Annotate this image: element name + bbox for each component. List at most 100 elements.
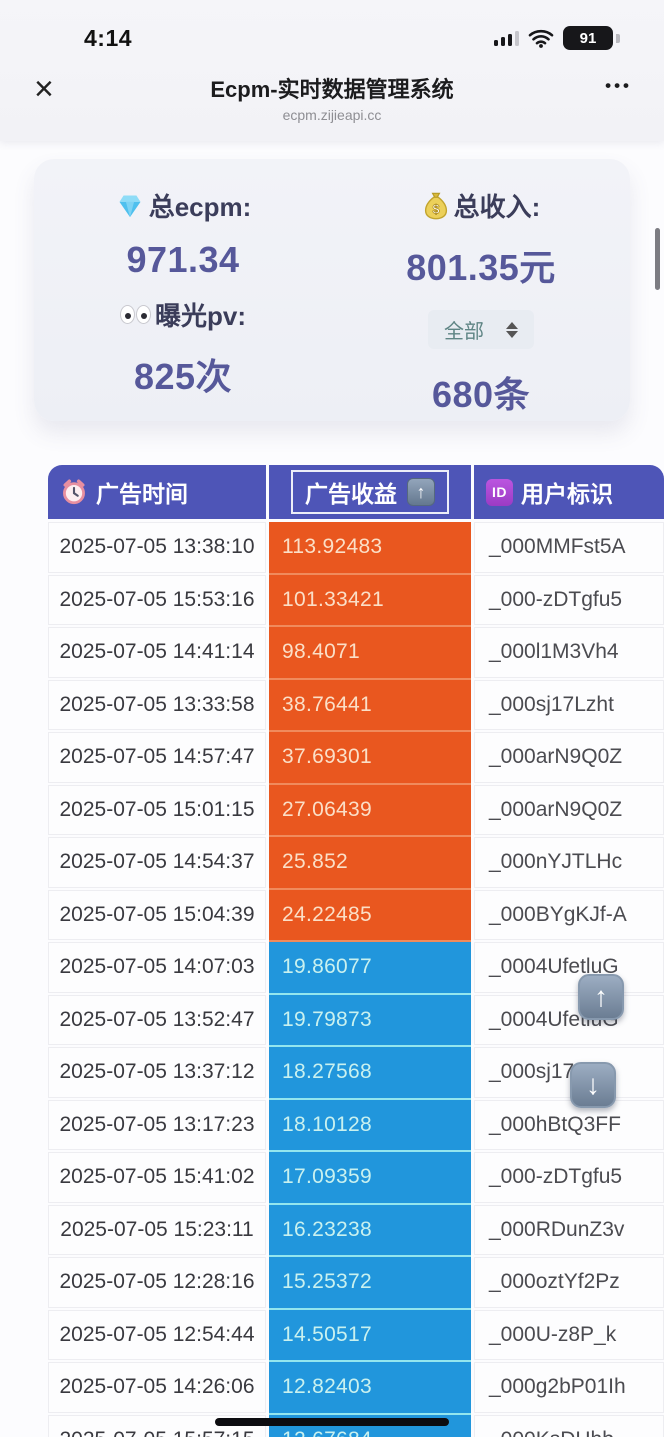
ad-time-cell: 2025-07-05 14:57:47 [48,732,266,783]
user-id-cell: _000hBtQ3FF [474,1099,664,1150]
table-header: 广告时间 广告收益 ↑ ID 用户标识 [48,465,664,519]
page-subtitle: ecpm.zijieapi.cc [282,107,382,123]
total-income-label-row: $ 总收入: [422,187,541,224]
id-badge-icon: ID [486,478,513,506]
ad-time-cell: 2025-07-05 15:41:02 [48,1152,266,1203]
header-ad-time: 广告时间 [48,465,266,519]
ad-time-cell: 2025-07-05 14:26:06 [48,1362,266,1413]
alarm-clock-icon [60,478,88,506]
header-ad-time-label: 广告时间 [96,481,188,507]
ad-revenue-cell: 17.09359 [269,1152,471,1204]
data-table: 广告时间 广告收益 ↑ ID 用户标识 2025-07-05 13:38:10 … [48,465,664,1437]
ad-revenue-cell: 37.69301 [269,732,471,784]
user-id-cell: _000arN9Q0Z [474,732,664,783]
ad-revenue-cell: 12.82403 [269,1362,471,1414]
record-count-value: 680条 [431,374,531,415]
ad-time-cell: 2025-07-05 12:28:16 [48,1257,266,1308]
status-bar: 4:14 91 [0,0,664,58]
scroll-to-top-button[interactable]: ↑ [578,974,624,1020]
filter-dropdown[interactable]: 全部 [428,310,534,349]
svg-text:$: $ [432,202,439,216]
user-id-cell: _000sj17Lzht [474,1047,664,1098]
user-id-cell: _000-zDTgfu5 [474,1152,664,1203]
table-row: 2025-07-05 15:41:02 17.09359 _000-zDTgfu… [48,1152,664,1204]
filter-dropdown-value: 全部 [444,321,484,343]
total-income-label: 总收入: [453,192,541,222]
ad-time-cell: 2025-07-05 13:52:47 [48,994,266,1045]
ad-time-cell: 2025-07-05 15:53:16 [48,574,266,625]
user-id-cell: _000BYgKJf-A [474,889,664,940]
table-row: 2025-07-05 14:26:06 12.82403 _000g2bP01I… [48,1362,664,1414]
ad-time-cell: 2025-07-05 15:23:11 [48,1204,266,1255]
ad-revenue-cell: 14.50517 [269,1309,471,1362]
user-id-cell: _000U-z8P_k [474,1309,664,1360]
ad-revenue-cell: 16.23238 [269,1204,471,1257]
ad-time-cell: 2025-07-05 14:41:14 [48,627,266,678]
user-id-cell: _000RDunZ3v [474,1204,664,1255]
user-id-cell: _000KsDHhb [474,1414,664,1437]
ad-revenue-cell: 101.33421 [269,574,471,627]
header-user-id-label: 用户标识 [521,481,613,507]
user-id-cell: _0004UfetluG [474,942,664,993]
table-row: 2025-07-05 14:54:37 25.852 _000nYJTLHc [48,837,664,889]
table-row: 2025-07-05 14:41:14 98.4071 _000l1M3Vh4 [48,627,664,679]
ad-revenue-cell: 24.22485 [269,889,471,942]
cellular-signal-icon [493,30,519,46]
table-row: 2025-07-05 15:04:39 24.22485 _000BYgKJf-… [48,889,664,942]
table-row: 2025-07-05 14:07:03 19.86077 _0004Ufetlu… [48,942,664,994]
table-row: 2025-07-05 12:28:16 15.25372 _000oztYf2P… [48,1257,664,1309]
ad-revenue-cell: 19.79873 [269,994,471,1047]
ad-revenue-cell: 113.92483 [269,522,471,574]
ad-revenue-cell: 98.4071 [269,627,471,679]
table-row: 2025-07-05 15:23:11 16.23238 _000RDunZ3v [48,1204,664,1257]
table-row: 2025-07-05 12:54:44 14.50517 _000U-z8P_k [48,1309,664,1362]
sort-by-revenue-button[interactable]: 广告收益 ↑ [291,470,449,514]
ad-revenue-cell: 38.76441 [269,679,471,732]
stats-card: 总ecpm: 971.34 曝光pv: 825次 $ 总收入: 80 [34,159,630,421]
ad-time-cell: 2025-07-05 13:37:12 [48,1047,266,1098]
user-id-cell: _0004UfetluG [474,994,664,1045]
user-id-cell: _000l1M3Vh4 [474,627,664,678]
table-body: 2025-07-05 13:38:10 113.92483 _000MMFst5… [48,522,664,1437]
total-ecpm-label: 总ecpm: [148,192,252,222]
eyes-icon [119,305,151,324]
scrollbar-thumb[interactable] [655,228,660,290]
header-ad-revenue-label: 广告收益 [305,481,397,507]
ad-time-cell: 2025-07-05 15:01:15 [48,784,266,835]
table-row: 2025-07-05 13:38:10 113.92483 _000MMFst5… [48,522,664,574]
scroll-to-bottom-button[interactable]: ↓ [570,1062,616,1108]
total-ecpm-label-row: 总ecpm: [115,187,252,224]
exposure-pv-value: 825次 [133,356,233,397]
header-ad-revenue: 广告收益 ↑ [269,465,471,519]
ad-revenue-cell: 19.86077 [269,942,471,994]
user-id-cell: _000oztYf2Pz [474,1257,664,1308]
ad-revenue-cell: 27.06439 [269,784,471,837]
top-bar: 4:14 91 × Ecpm-实时数据管理系统 ecpm. [0,0,664,141]
table-row: 2025-07-05 13:33:58 38.76441 _000sj17Lzh… [48,679,664,732]
ad-time-cell: 2025-07-05 14:07:03 [48,942,266,993]
ad-revenue-cell: 25.852 [269,837,471,889]
table-row: 2025-07-05 14:57:47 37.69301 _000arN9Q0Z [48,732,664,784]
header-user-id: ID 用户标识 [474,465,664,519]
exposure-pv-label: 曝光pv: [154,301,246,331]
table-row: 2025-07-05 15:53:16 101.33421 _000-zDTgf… [48,574,664,627]
ad-time-cell: 2025-07-05 13:38:10 [48,522,266,573]
ad-time-cell: 2025-07-05 12:54:44 [48,1309,266,1360]
battery-tip-icon [616,33,620,43]
ad-time-cell: 2025-07-05 14:54:37 [48,837,266,888]
user-id-cell: _000MMFst5A [474,522,664,573]
close-button[interactable]: × [34,70,54,108]
money-bag-icon: $ [422,191,450,221]
page-title: Ecpm-实时数据管理系统 [210,77,454,102]
stats-left-column: 总ecpm: 971.34 曝光pv: 825次 [34,187,332,421]
home-indicator [215,1418,449,1426]
nav-bar: × Ecpm-实时数据管理系统 ecpm.zijieapi.cc ••• [0,58,664,142]
exposure-pv-label-row: 曝光pv: [119,296,246,333]
table-row: 2025-07-05 15:01:15 27.06439 _000arN9Q0Z [48,784,664,837]
diamond-icon [115,192,145,220]
sort-up-icon: ↑ [407,478,435,506]
battery-icon: 91 [563,26,613,50]
ad-revenue-cell: 15.25372 [269,1257,471,1309]
more-menu-button[interactable]: ••• [605,76,632,95]
